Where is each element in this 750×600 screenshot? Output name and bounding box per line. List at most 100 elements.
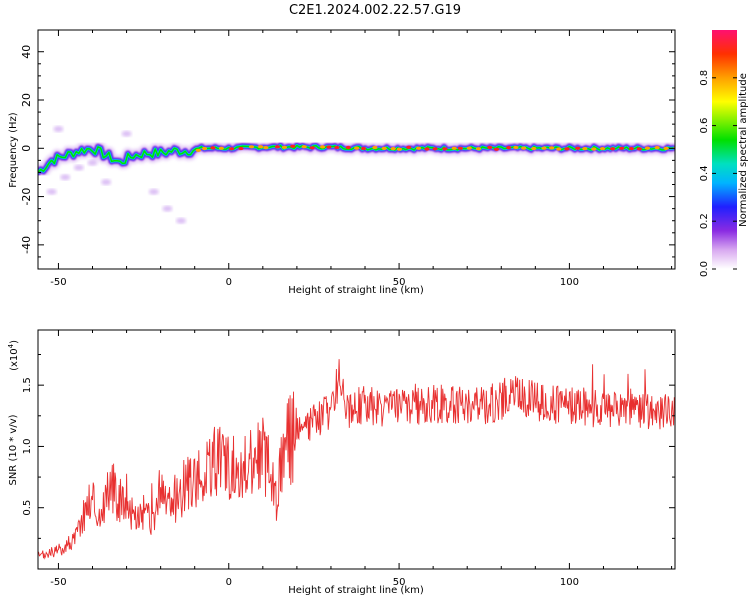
spectrogram-peak-dot [390,147,396,151]
spectrogram-peak-dot [218,146,224,150]
spectrogram-peak-dot [309,146,315,150]
snr-x-tick-label: -50 [50,577,66,588]
spectrogram-x-axis-label: Height of straight line (km) [288,285,424,296]
snr-frame [37,329,676,570]
spectrogram-peak-dot [248,145,255,149]
spectrogram-x-tick-label: 50 [393,277,406,288]
spectrogram-peak-dot [361,146,367,151]
spectrogram-x-tick-label: 100 [560,277,579,288]
spectrogram-peak-dot [564,147,570,151]
figure-title: C2E1.2024.002.22.57.G19 [289,3,461,18]
spectrogram-noise-blob [73,164,84,171]
snr-y-scale-exponent: 4 [7,343,15,348]
spectrogram-y-tick-label: 40 [20,45,33,59]
snr-y-scale-close: ) [9,340,20,344]
spectrogram-peak-dot [506,146,512,150]
spectrogram-noise-blob [60,174,71,181]
spectrogram-peak-dot [195,148,201,152]
spectrogram-peak-dot [432,147,438,151]
spectrogram-peak-dot [487,145,493,149]
spectrogram-peak-dot [493,147,500,151]
spectrogram-peak-dot [475,147,482,151]
spectrogram-noise-blob [46,188,57,195]
spectrogram-noise-blob [121,130,132,137]
spectrogram-peak-dot [290,144,296,148]
snr-y-scale-label: (x104) [7,340,20,371]
spectrogram-peak-dot [531,146,537,151]
snr-x-tick-label: 100 [560,577,579,588]
colorbar-label: Normalized spectral amplitude [738,73,749,227]
spectrogram-peak-dot [582,147,588,151]
spectrogram-x-tick-label: -50 [50,277,66,288]
snr-y-scale-base: (x10 [9,348,20,371]
spectrogram-y-tick-label: 0 [20,145,33,152]
snr-x-axis-label: Height of straight line (km) [288,585,424,596]
spectrogram-y-tick-label: 20 [20,93,33,107]
spectrogram-peak-dot [644,146,651,150]
spectrogram-peak-dot [521,146,527,150]
spectrogram-peak-dot [549,146,555,150]
colorbar-tick-label: 0.8 [699,70,710,86]
spectrogram-y-tick-label: -40 [20,236,33,254]
spectrogram-noise-blob [148,188,159,195]
spectrogram-peak-dot [451,146,457,150]
spectrogram-peak-dot [513,145,519,150]
spectrogram-peak-dot [381,146,387,150]
spectrogram-peak-dot [610,147,616,151]
spectrogram-peak-dot [406,145,412,149]
spectrogram-peak-dot [575,146,581,150]
snr-x-tick-label: 50 [393,577,406,588]
spectrogram-peak-dot [654,146,660,150]
spectrogram-peak-dot [345,145,351,150]
snr-series-line [38,359,675,560]
spectrogram-noise-blob [87,159,98,166]
snr-panel: -50 0 50 100 0.5 1.0 1.5 Height of straight li… [7,329,676,596]
spectrogram-peak-dot [228,147,235,151]
colorbar-tick-label: 0.6 [699,118,710,134]
snr-y-tick-label: 1.0 [22,438,33,454]
spectrogram-peak-dot [628,147,635,151]
snr-y-tick-label: 0.5 [22,500,33,516]
spectrogram-peak-dot [263,146,269,150]
spectrogram-peak-dot [619,146,625,150]
spectrogram-peak-dot [238,146,244,151]
spectrogram-peak-dot [466,146,472,150]
spectrogram-peak-dot [372,145,378,150]
spectrogram-noise-blob [53,125,64,132]
spectrogram-peak-dot [210,146,216,150]
spectrogram-frame [37,29,676,270]
colorbar-ticks: 0.0 0.2 0.4 0.6 0.8 [699,70,737,277]
spectrogram-noise-blob [162,205,173,212]
snr-axes: -50 0 50 100 0.5 1.0 1.5 [22,330,675,588]
spectrogram-noise-blob [101,179,112,186]
spectrogram-peak-dot [258,145,264,149]
spectrogram-peak-dot [663,146,669,150]
spectrogram-axes: -50 0 50 100 -40 -20 0 20 40 [20,30,675,288]
snr-y-axis-label: SNR (10 * v/v) [8,414,19,485]
spectrogram-peak-dot [326,145,332,149]
spectrogram-peak-dot [281,145,287,149]
spectrogram-peak-dot [334,145,340,150]
spectrogram-peak-dot [636,147,643,151]
spectrogram-peak-dot [416,146,422,150]
colorbar-tick-label: 0.2 [699,213,710,229]
spectrogram-y-tick-label: -20 [20,188,33,206]
spectrogram-peak-dot [591,147,597,151]
colorbar-gradient [712,30,737,269]
spectrogram-peak-dot [201,146,208,151]
spectrogram-ridge [38,125,675,224]
spectrogram-peak-dot [424,147,430,151]
spectrogram-peak-dot [600,147,606,151]
spectrogram-peak-dot [556,147,562,151]
colorbar: 0.0 0.2 0.4 0.6 0.8 Normalized spectral ampl… [699,30,749,277]
spectrogram-x-tick-label: 0 [226,277,232,288]
colorbar-tick-label: 0.0 [699,261,710,277]
spectrogram-panel: -50 0 50 100 -40 -20 0 20 40 Height of straight … [8,29,676,296]
snr-x-tick-label: 0 [226,577,232,588]
snr-y-tick-label: 1.5 [22,377,33,393]
spectrogram-peak-dot [442,147,448,151]
spectrogram-peak-dot [457,146,463,150]
spectrogram-peak-dot [274,145,280,149]
spectrogram-peak-dot [396,147,402,151]
